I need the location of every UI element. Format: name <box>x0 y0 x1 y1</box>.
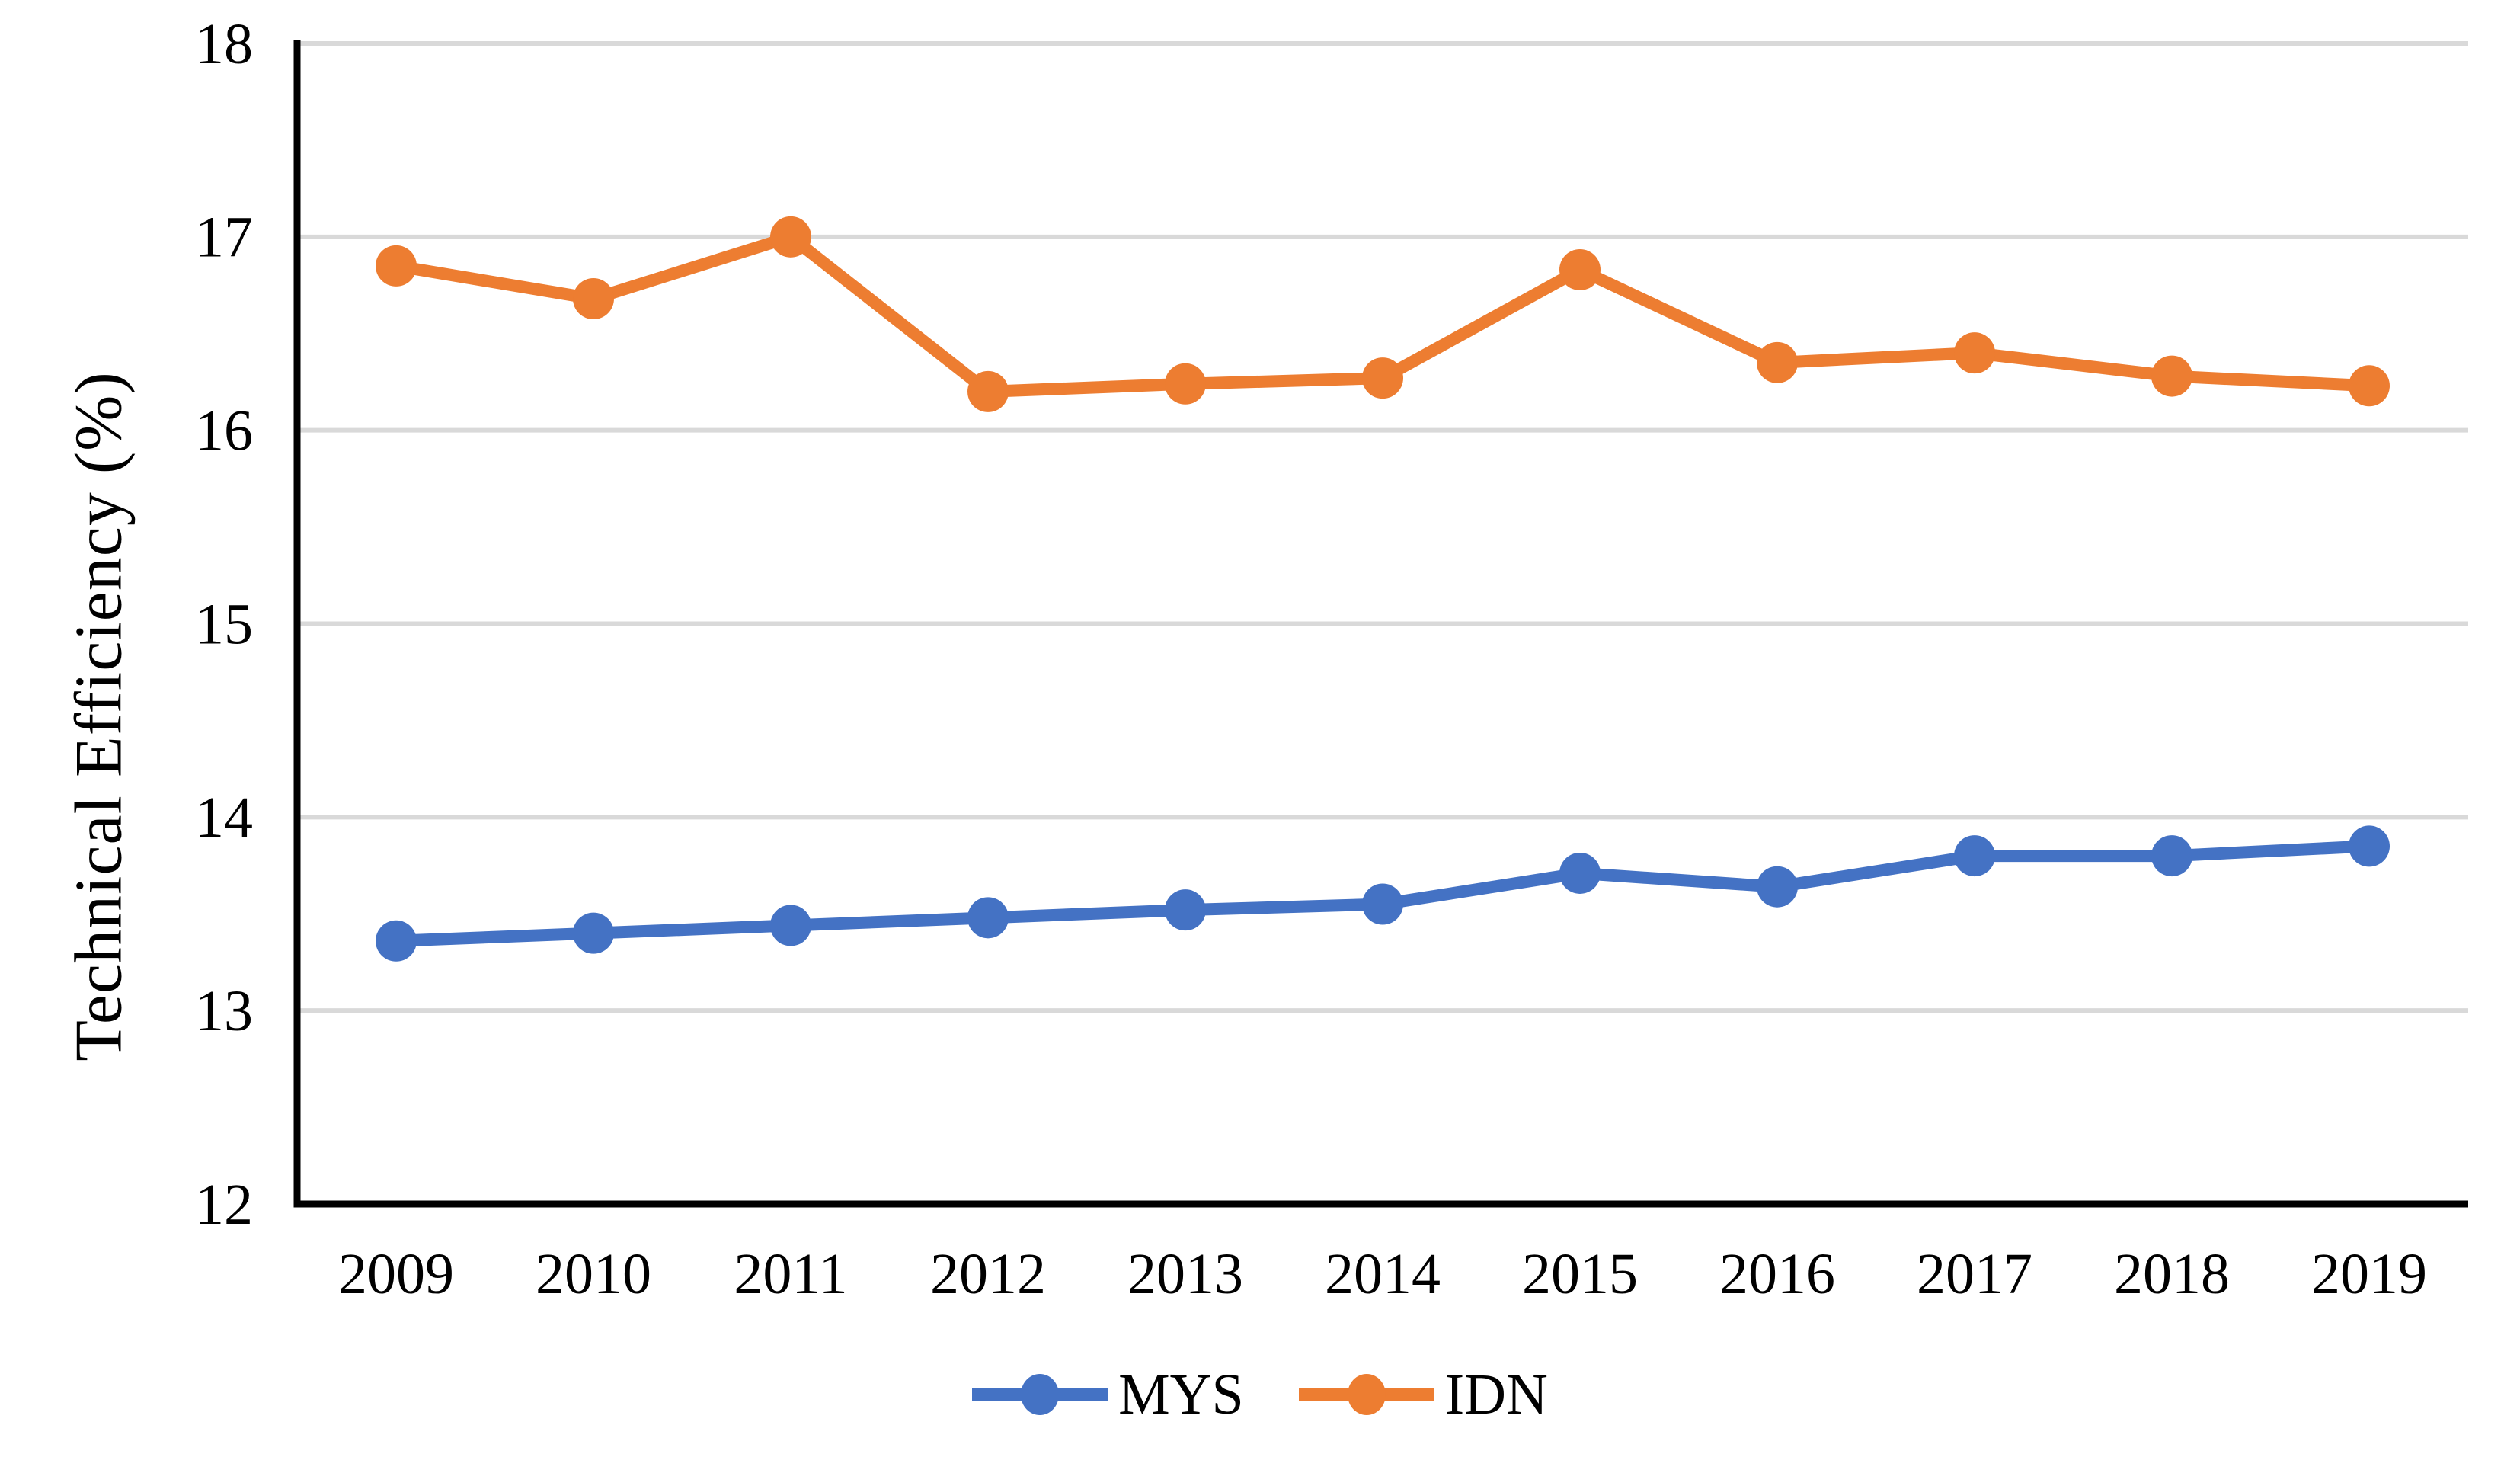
legend-label: MYS <box>1118 1363 1244 1427</box>
data-point-mys-2015 <box>1559 852 1601 894</box>
gridlines-group <box>297 41 2468 1013</box>
data-point-mys-2011 <box>770 905 811 946</box>
x-tick-label: 2015 <box>1522 1242 1638 1306</box>
data-point-idn-2018 <box>2151 355 2192 397</box>
data-point-idn-2010 <box>573 278 614 320</box>
y-tick-label: 16 <box>195 399 253 463</box>
data-point-mys-2019 <box>2349 825 2390 867</box>
data-point-mys-2010 <box>573 912 614 954</box>
series-group <box>376 216 2390 962</box>
legend-label: IDN <box>1444 1363 1548 1427</box>
data-point-idn-2009 <box>376 245 417 287</box>
data-point-idn-2013 <box>1165 363 1206 405</box>
x-tick-label: 2013 <box>1127 1242 1243 1306</box>
x-tick-label: 2014 <box>1325 1242 1441 1306</box>
y-tick-label: 13 <box>195 979 253 1043</box>
x-tick-label: 2017 <box>1917 1242 2032 1306</box>
legend: MYS IDN <box>0 1343 2520 1446</box>
legend-swatch-mys <box>972 1374 1108 1415</box>
data-point-mys-2009 <box>376 920 417 962</box>
data-point-idn-2019 <box>2349 365 2390 407</box>
y-tick-label: 15 <box>195 592 253 656</box>
data-point-idn-2017 <box>1954 332 1995 374</box>
axis-labels-group: 12 13 14 15 16 17 18 2009 2010 2011 2012 2013 2014 20… <box>195 12 2427 1306</box>
legend-marker-icon <box>1021 1374 1060 1415</box>
data-point-mys-2013 <box>1165 889 1206 931</box>
x-tick-label: 2019 <box>2311 1242 2427 1306</box>
y-tick-label: 12 <box>195 1173 253 1237</box>
legend-item-idn: IDN <box>1298 1363 1548 1427</box>
x-tick-label: 2016 <box>1719 1242 1835 1306</box>
data-point-mys-2012 <box>967 897 1009 939</box>
data-point-mys-2014 <box>1362 883 1403 925</box>
data-point-idn-2012 <box>967 370 1009 412</box>
data-point-idn-2016 <box>1757 341 1798 383</box>
x-tick-label: 2018 <box>2114 1242 2230 1306</box>
legend-item-mys: MYS <box>972 1366 1244 1423</box>
legend-swatch-idn <box>1298 1374 1434 1415</box>
data-point-idn-2015 <box>1559 248 1601 290</box>
legend-marker-icon <box>1347 1374 1386 1415</box>
x-tick-label: 2010 <box>536 1242 651 1306</box>
y-tick-label: 14 <box>195 786 253 850</box>
x-tick-label: 2012 <box>930 1242 1046 1306</box>
y-axis-title: Technical Efficiency (%) <box>62 371 136 1062</box>
x-tick-label: 2009 <box>338 1242 454 1306</box>
data-point-idn-2014 <box>1362 357 1403 399</box>
axes-group <box>293 40 2468 1208</box>
data-point-mys-2018 <box>2151 835 2192 877</box>
y-tick-label: 17 <box>195 206 253 270</box>
data-point-idn-2011 <box>770 216 811 258</box>
x-tick-label: 2011 <box>734 1242 847 1306</box>
y-tick-label: 18 <box>195 12 253 76</box>
data-point-mys-2017 <box>1954 835 1995 877</box>
data-point-mys-2016 <box>1757 866 1798 908</box>
